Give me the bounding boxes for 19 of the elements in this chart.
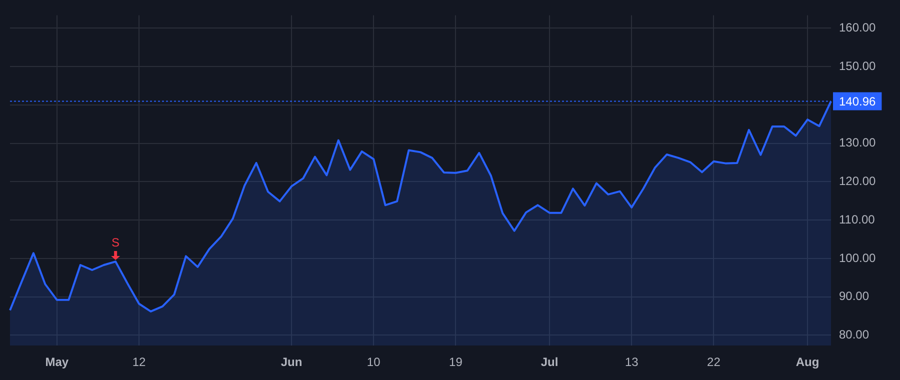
y-tick-label: 80.00: [839, 328, 870, 342]
x-tick-label: 10: [366, 355, 381, 370]
y-tick-label: 130.00: [839, 136, 876, 150]
x-tick-label: Jul: [540, 355, 558, 370]
x-tick-label: 12: [132, 355, 146, 370]
x-tick-label: 22: [707, 355, 721, 370]
y-tick-label: 110.00: [839, 212, 876, 226]
x-tick-label: May: [45, 355, 69, 370]
y-tick-label: 120.00: [839, 174, 876, 188]
annotation: S: [112, 235, 120, 250]
x-tick-label: 13: [624, 355, 639, 370]
x-tick-label: Aug: [796, 355, 820, 370]
x-tick-label: Jun: [280, 355, 302, 370]
x-tick-label: 19: [449, 355, 463, 370]
y-tick-label: 150.00: [839, 58, 876, 73]
ref-line-label: 140.96: [839, 94, 876, 109]
y-tick-label: 160.00: [839, 20, 876, 35]
y-tick-label: 100.00: [839, 250, 876, 265]
y-tick-label: 90.00: [839, 289, 870, 304]
